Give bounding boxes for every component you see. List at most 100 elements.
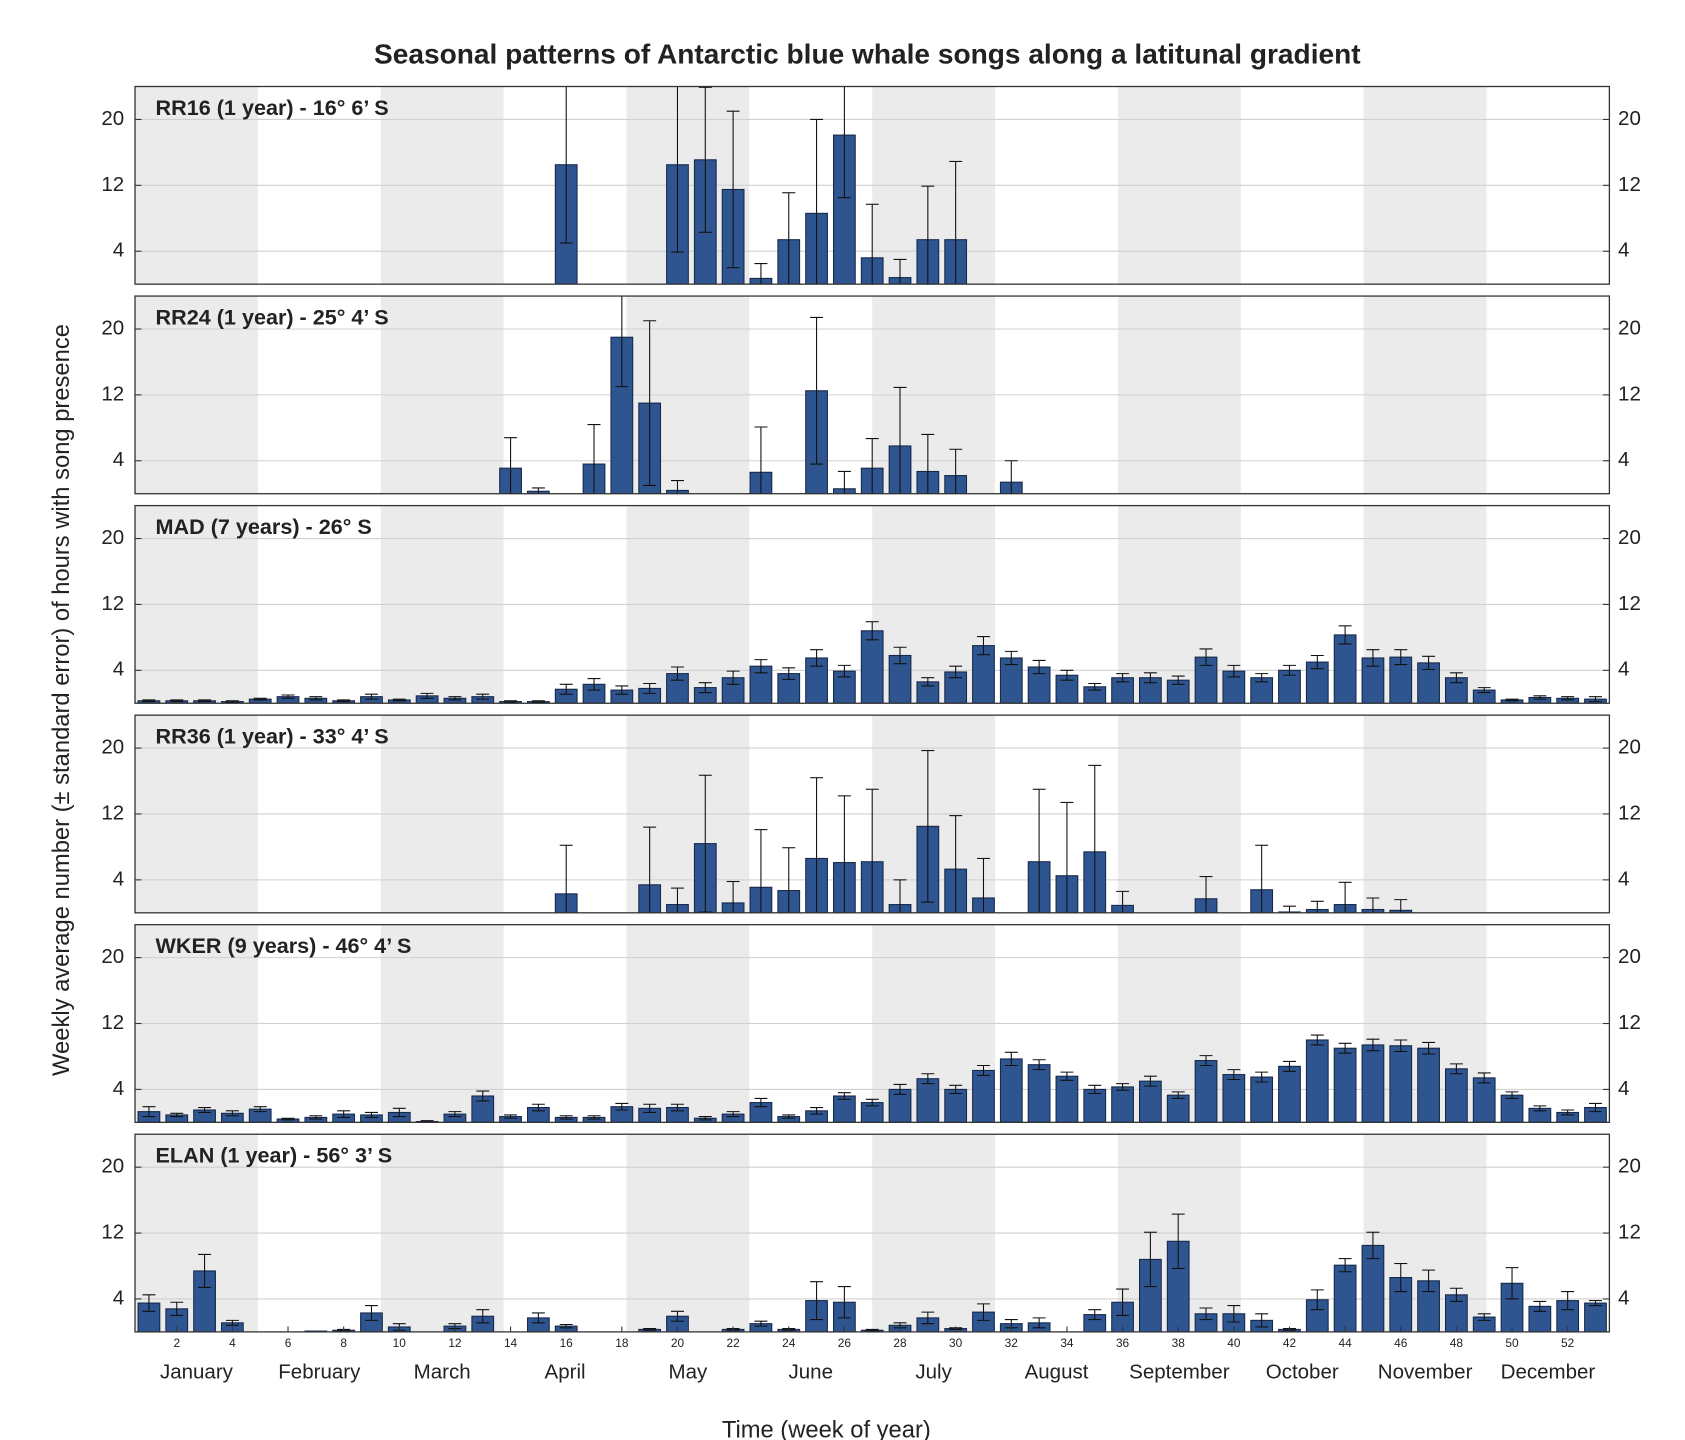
chart-title: Seasonal patterns of Antarctic blue whal… (374, 39, 1361, 70)
y-tick-label-right: 4 (1618, 239, 1629, 262)
y-tick-label: 12 (101, 1011, 124, 1034)
panel-label: RR36 (1 year) - 33° 4’ S (156, 724, 389, 749)
y-tick-label-right: 4 (1618, 1077, 1629, 1100)
bar (944, 1088, 968, 1123)
bar (1055, 1075, 1079, 1123)
bar (1138, 1080, 1162, 1123)
x-tick-label: 4 (229, 1336, 236, 1350)
panel-label: MAD (7 years) - 26° S (156, 514, 372, 539)
y-tick-label-right: 20 (1618, 736, 1641, 759)
panel-label: ELAN (1 year) - 56° 3’ S (156, 1143, 393, 1168)
panel (135, 924, 1610, 1123)
x-tick-label: 26 (838, 1336, 852, 1350)
bar (1361, 1044, 1385, 1123)
x-tick-label: 8 (340, 1336, 347, 1350)
y-tick-label-right: 4 (1618, 658, 1629, 681)
y-tick-label: 4 (113, 239, 124, 262)
x-tick-label: 10 (393, 1336, 407, 1350)
y-tick-label: 4 (113, 448, 124, 471)
x-tick-label: 22 (727, 1336, 740, 1350)
x-tick-label: 50 (1505, 1336, 1519, 1350)
x-tick-label: 28 (893, 1336, 907, 1350)
bar (999, 1058, 1023, 1123)
y-axis-title: Weekly average number (± standard error)… (48, 324, 75, 1076)
x-tick-label: 36 (1116, 1336, 1130, 1350)
x-tick-label: 38 (1172, 1336, 1186, 1350)
y-tick-label: 20 (101, 526, 124, 549)
month-label: May (669, 1360, 708, 1383)
bar (1417, 1047, 1440, 1123)
month-label: January (160, 1360, 234, 1383)
month-label: February (278, 1360, 361, 1383)
panel (135, 86, 1610, 285)
y-tick-label: 20 (101, 316, 124, 339)
bar (860, 630, 884, 704)
bar (1333, 1264, 1357, 1332)
month-label: November (1378, 1360, 1473, 1383)
month-label: December (1501, 1360, 1596, 1383)
bar (1111, 1086, 1134, 1123)
y-tick-label-right: 12 (1618, 1220, 1641, 1243)
bar (1389, 1045, 1413, 1123)
y-tick-label: 12 (101, 592, 124, 615)
y-tick-label: 12 (101, 1220, 124, 1243)
y-tick-label-right: 12 (1618, 173, 1641, 196)
panel-frame (134, 714, 1611, 914)
x-tick-label: 16 (560, 1336, 574, 1350)
bar (1278, 1065, 1301, 1123)
x-tick-label: 52 (1561, 1336, 1574, 1350)
bar (1584, 1302, 1607, 1332)
y-tick-label-right: 12 (1618, 382, 1641, 405)
bar (1305, 1039, 1329, 1123)
x-tick-label: 32 (1005, 1336, 1018, 1350)
x-tick-label: 6 (285, 1336, 292, 1350)
x-tick-label: 30 (949, 1336, 963, 1350)
month-label: April (545, 1360, 586, 1383)
month-label: August (1025, 1360, 1089, 1383)
panel-frame (134, 85, 1611, 285)
x-tick-label: 34 (1060, 1336, 1074, 1350)
panel-label: WKER (9 years) - 46° 4’ S (156, 933, 412, 958)
month-label: July (915, 1360, 952, 1383)
y-tick-label-right: 4 (1618, 448, 1629, 471)
x-tick-label: 44 (1339, 1336, 1353, 1350)
y-tick-label: 4 (113, 867, 124, 890)
bar (1333, 634, 1357, 704)
month-label: June (789, 1360, 833, 1383)
y-tick-label-right: 20 (1618, 316, 1641, 339)
bar (1250, 1076, 1274, 1123)
y-tick-label-right: 20 (1618, 1155, 1641, 1178)
panel-frame (134, 924, 1611, 1123)
bar (1027, 1064, 1051, 1123)
bar (1472, 1077, 1496, 1123)
x-tick-label: 42 (1283, 1336, 1296, 1350)
panel-label: RR24 (1 year) - 25° 4’ S (156, 304, 389, 329)
panel (135, 296, 1610, 494)
y-tick-label: 20 (101, 945, 124, 968)
bar (1083, 1088, 1107, 1123)
x-tick-label: 48 (1450, 1336, 1464, 1350)
y-tick-label: 4 (113, 1077, 124, 1100)
x-tick-label: 14 (504, 1336, 518, 1350)
bar (1500, 1094, 1524, 1123)
x-tick-label: 12 (448, 1336, 461, 1350)
panel-frame (134, 504, 1611, 704)
x-tick-label: 40 (1227, 1336, 1241, 1350)
bar (916, 1078, 940, 1123)
bar (1166, 1094, 1190, 1123)
y-tick-label: 20 (101, 107, 124, 130)
bar (1222, 1074, 1246, 1123)
x-tick-label: 20 (671, 1336, 685, 1350)
y-tick-label-right: 4 (1618, 1286, 1629, 1309)
bar (1333, 1047, 1357, 1123)
y-tick-label-right: 20 (1618, 107, 1641, 130)
y-tick-label: 12 (101, 173, 124, 196)
month-label: September (1129, 1360, 1230, 1383)
panel-label: RR16 (1 year) - 16° 6’ S (156, 95, 389, 120)
x-tick-label: 46 (1394, 1336, 1408, 1350)
x-tick-label: 24 (782, 1336, 796, 1350)
panel-frame (134, 1133, 1611, 1333)
bar (832, 1095, 856, 1123)
